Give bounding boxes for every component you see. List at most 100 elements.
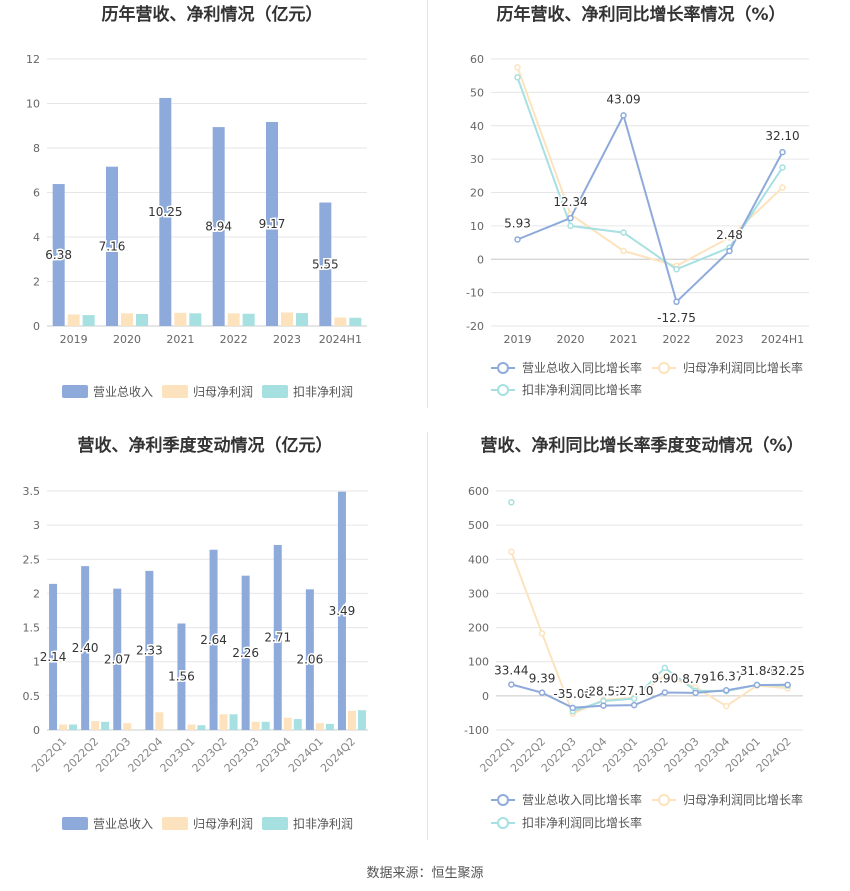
data-point (661, 689, 669, 696)
annual-growth-rate-line-chart: 历年营收、净利同比增长率情况（%） -20 -10 0 10 20 30 40 50 60 2019… (466, 4, 809, 397)
bar (281, 312, 293, 326)
data-point (692, 689, 699, 697)
bar (273, 544, 282, 730)
bar (155, 712, 164, 730)
data-point (784, 681, 791, 689)
data-point (726, 234, 733, 241)
data-label: 2.64 (200, 633, 227, 647)
series-line (511, 683, 788, 709)
data-point (508, 548, 515, 556)
data-point (673, 298, 680, 306)
data-point (779, 164, 786, 171)
y-tick-label: 4 (33, 231, 40, 244)
data-label: 5.55 (312, 257, 339, 271)
bar (123, 723, 132, 730)
y-tick-label: 300 (468, 587, 489, 600)
top-right-chart: 历年营收、净利同比增长率情况（%） -20 -10 0 10 20 30 40 50 60 2019… (425, 0, 850, 410)
bar (227, 313, 240, 326)
y-tick-label: 0 (482, 690, 489, 703)
bar (334, 317, 347, 326)
data-label: 2.71 (264, 630, 291, 644)
bar (293, 719, 302, 730)
bar (197, 725, 206, 730)
bar (81, 566, 90, 730)
x-tick-label: 2020 (557, 333, 585, 346)
data-point (726, 247, 733, 255)
data-label: 33.44 (494, 663, 528, 677)
data-point (514, 74, 521, 81)
x-tick-label: 2021 (166, 333, 194, 346)
data-label: -35.08 (553, 687, 592, 701)
data-label: 2.33 (136, 643, 163, 657)
y-tick-label: 1.5 (23, 622, 41, 635)
legend-label: 营业总收入 (93, 817, 153, 831)
chart-title: 历年营收、净利同比增长率情况（%） (496, 4, 785, 25)
data-point (569, 704, 576, 712)
y-tick-label: 500 (468, 519, 489, 532)
data-label: 6.38 (45, 248, 72, 262)
bar (242, 313, 255, 326)
x-tick-label: 2024H1 (761, 333, 804, 346)
y-tick-label: 0.5 (23, 690, 41, 703)
data-point (630, 695, 638, 702)
data-point (620, 247, 627, 255)
y-tick-label: 30 (470, 153, 484, 166)
data-label: 2.07 (104, 652, 131, 666)
y-tick-label: 3 (33, 519, 40, 532)
y-tick-label: -20 (466, 320, 484, 333)
bar (69, 724, 78, 730)
data-point (567, 214, 574, 222)
data-label: 7.16 (99, 239, 126, 253)
bar (121, 313, 133, 326)
bar (174, 312, 187, 326)
data-point (514, 64, 521, 71)
data-point (630, 701, 638, 709)
x-tick-label: 2022 (220, 333, 248, 346)
annual-revenue-profit-bar-chart: 历年营收、净利情况（亿元） 0 2 4 6 8 10 12 2019 2020 2021 2022 20… (26, 4, 367, 399)
bar (82, 315, 95, 326)
y-tick-label: -100 (464, 724, 489, 737)
data-label: 5.93 (504, 216, 531, 230)
x-tick-label: 2024Q2 (318, 735, 358, 775)
legend-label: 归母净利润 (193, 817, 253, 831)
data-label: -27.10 (615, 684, 654, 698)
legend-label: 营业总收入同比增长率 (522, 792, 642, 807)
data-point (620, 229, 627, 236)
data-point (661, 664, 669, 672)
y-tick-label: -10 (466, 287, 484, 300)
legend-marker (497, 384, 509, 396)
bar (241, 575, 250, 730)
legend-label: 扣非净利润同比增长率 (522, 815, 642, 830)
legend-swatch (162, 817, 188, 830)
data-point (600, 702, 607, 709)
legend-label: 扣非净利润 (293, 385, 353, 399)
legend-marker (658, 794, 670, 806)
x-tick-label: 2024H1 (319, 333, 362, 346)
legend-swatch (62, 385, 88, 398)
legend-marker (658, 362, 670, 374)
y-tick-label: 1 (33, 656, 40, 669)
chart-title: 营收、净利季度变动情况（亿元） (78, 435, 333, 456)
legend-swatch (62, 817, 88, 830)
legend-marker (497, 362, 509, 374)
data-label: 2.26 (232, 646, 259, 660)
data-point (753, 681, 761, 689)
legend-label: 归母净利润同比增长率 (683, 792, 803, 807)
bar (305, 589, 314, 730)
data-label: 8.79 (682, 672, 709, 686)
y-tick-label: 200 (468, 622, 489, 635)
bar (209, 549, 218, 730)
series-line (510, 551, 788, 715)
bar (177, 623, 186, 730)
legend-label: 营业总收入同比增长率 (522, 360, 642, 375)
data-label: 9.90 (651, 671, 678, 685)
x-tick-label: 2023 (716, 333, 744, 346)
bar (159, 97, 172, 326)
y-tick-label: 2 (33, 587, 40, 600)
y-tick-label: 400 (468, 553, 489, 566)
data-label: 31.84 (740, 664, 774, 678)
data-label: 43.09 (606, 92, 640, 106)
y-tick-label: 10 (26, 98, 40, 111)
y-tick-label: 50 (470, 86, 484, 99)
bar (349, 317, 362, 326)
